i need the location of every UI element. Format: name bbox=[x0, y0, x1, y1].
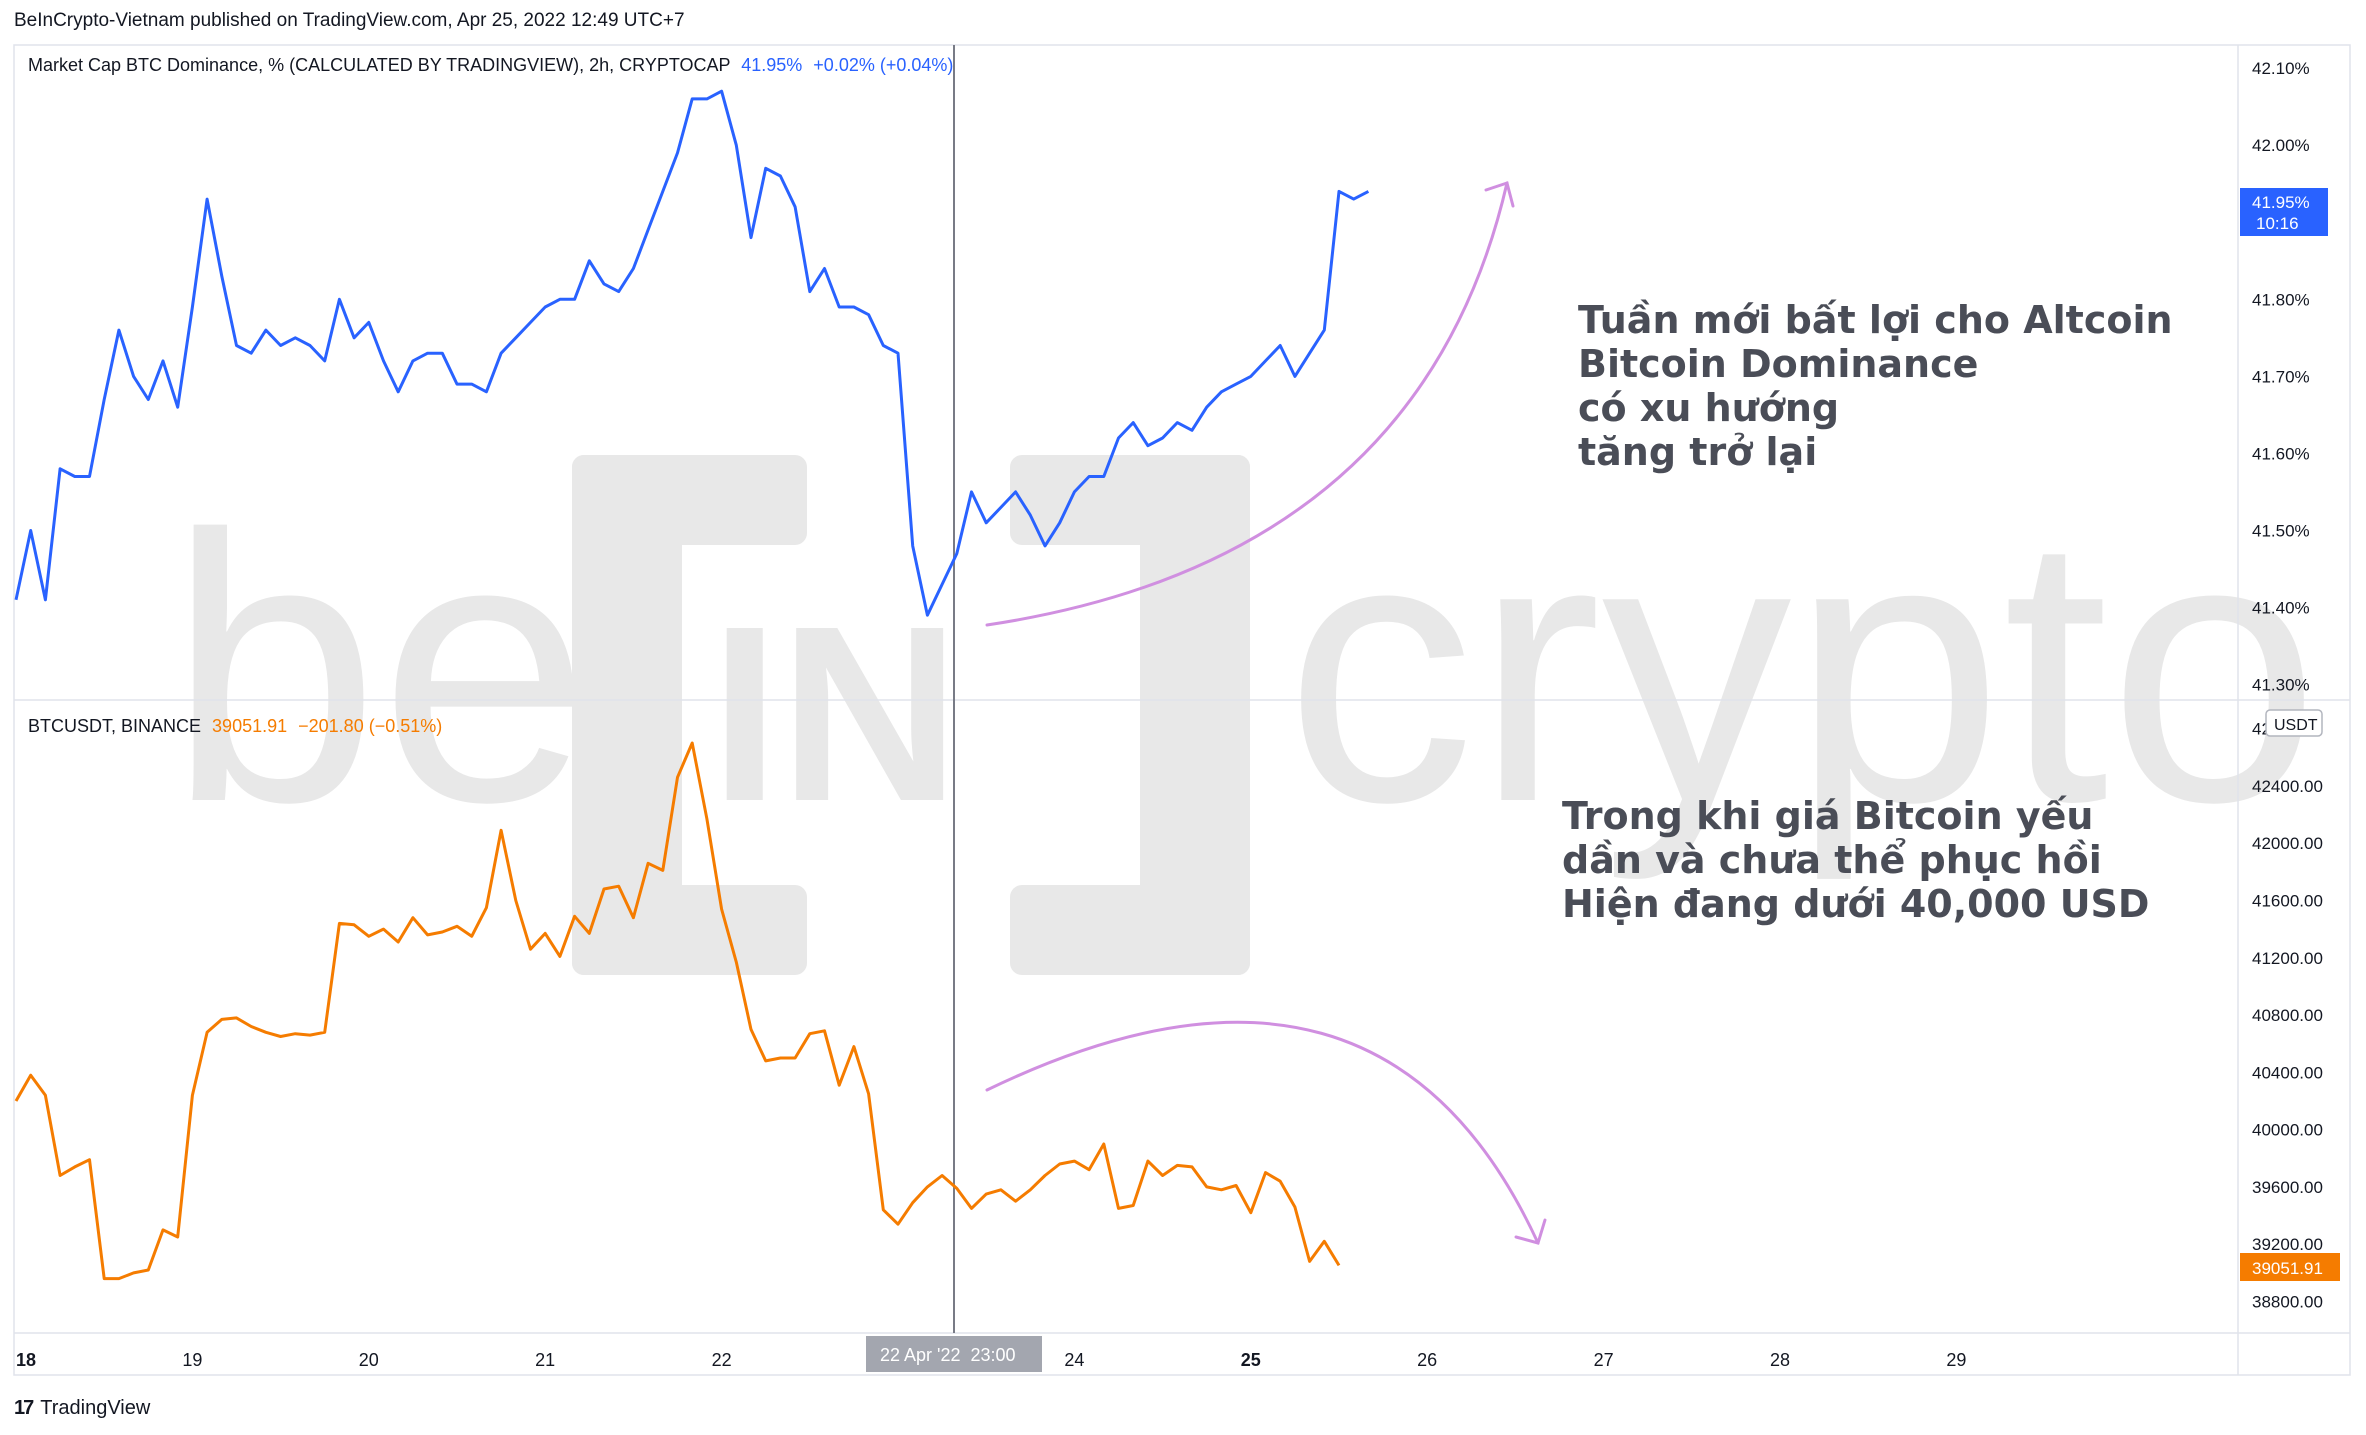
tradingview-mark-icon: 17 bbox=[14, 1397, 34, 1419]
watermark-text-in: IN bbox=[710, 574, 960, 853]
y-tick-label: 39600.00 bbox=[2252, 1178, 2323, 1197]
dominance-legend[interactable]: Market Cap BTC Dominance, % (CALCULATED … bbox=[28, 55, 953, 76]
x-tick-label: 29 bbox=[1946, 1350, 1966, 1370]
chart-frame bbox=[13, 44, 2351, 1376]
watermark-bracket-left-side bbox=[572, 455, 682, 975]
publisher-line: BeInCrypto-Vietnam published on TradingV… bbox=[14, 10, 685, 31]
dominance-bar-countdown: 10:16 bbox=[2256, 214, 2299, 233]
watermark-bracket-right-bottom bbox=[1010, 885, 1250, 975]
beincrypto-watermark: be IN crypto bbox=[168, 455, 2320, 975]
uptrend-arrow bbox=[985, 181, 1509, 627]
y-tick-label: 42000.00 bbox=[2252, 834, 2323, 853]
annotation-line: Trong khi giá Bitcoin yếu bbox=[1562, 794, 2094, 838]
dominance-annotation: Tuần mới bất lợi cho Altcoin Bitcoin Dom… bbox=[1578, 298, 2173, 474]
y-tick-label: 40400.00 bbox=[2252, 1063, 2323, 1082]
downtrend-arrow bbox=[985, 1020, 1540, 1245]
watermark-text-be: be bbox=[168, 456, 591, 881]
watermark-text-crypto: crypto bbox=[1285, 456, 2320, 883]
crosshair-time-marker: 22 Apr '22 23:00 bbox=[866, 1336, 1042, 1372]
y-tick-label: 40000.00 bbox=[2252, 1121, 2323, 1140]
tradingview-brand: TradingView bbox=[40, 1397, 151, 1419]
x-tick-label: 22 bbox=[712, 1350, 732, 1370]
x-tick-label: 19 bbox=[182, 1350, 202, 1370]
x-tick-label: 26 bbox=[1417, 1350, 1437, 1370]
x-tick-label: 27 bbox=[1594, 1350, 1614, 1370]
x-tick-label: 18 bbox=[16, 1350, 36, 1370]
annotation-line: tăng trở lại bbox=[1578, 430, 1818, 474]
dominance-series bbox=[14, 89, 1370, 617]
y-tick-label: 41200.00 bbox=[2252, 949, 2323, 968]
annotation-line: Tuần mới bất lợi cho Altcoin bbox=[1578, 298, 2173, 342]
btc-last: 39051.91 bbox=[212, 716, 288, 736]
y-tick-label: 40800.00 bbox=[2252, 1006, 2323, 1025]
annotation-line: dần và chưa thể phục hồi bbox=[1562, 838, 2102, 882]
x-tick-label: 20 bbox=[359, 1350, 379, 1370]
btc-legend[interactable]: BTCUSDT, BINANCE 39051.91 −201.80 (−0.51… bbox=[28, 716, 442, 737]
y-tick-label: 39200.00 bbox=[2252, 1235, 2323, 1254]
annotation-line: có xu hướng bbox=[1578, 386, 1840, 430]
trend-arrows bbox=[985, 181, 1547, 1245]
watermark-bracket-left-bottom bbox=[572, 885, 807, 975]
annotation-line: Bitcoin Dominance bbox=[1578, 342, 1979, 386]
x-tick-label: 25 bbox=[1241, 1350, 1261, 1370]
watermark-bracket-right-side bbox=[1140, 455, 1250, 975]
btc-last-value: 39051.91 bbox=[2252, 1259, 2323, 1278]
y-tick-label: 38800.00 bbox=[2252, 1293, 2323, 1312]
x-tick-label: 24 bbox=[1064, 1350, 1084, 1370]
y-tick-label: 41.30% bbox=[2252, 676, 2310, 695]
annotation-line: Hiện đang dưới 40,000 USD bbox=[1562, 882, 2150, 926]
btc-last-value-marker: 39051.91 bbox=[2240, 1253, 2340, 1281]
dominance-last-value: 41.95% bbox=[2252, 193, 2310, 212]
y-tick-label: 41.60% bbox=[2252, 444, 2310, 463]
dominance-last: 41.95% bbox=[741, 55, 803, 75]
tradingview-logo[interactable]: 17 TradingView bbox=[14, 1397, 150, 1420]
btc-symbol: BTCUSDT, BINANCE bbox=[28, 716, 202, 736]
unit-badge: USDT bbox=[2265, 709, 2323, 737]
y-axis-dominance[interactable]: 42.10%42.00%41.90%41.80%41.70%41.60%41.5… bbox=[2252, 59, 2310, 695]
dominance-last-value-marker: 41.95% 10:16 bbox=[2240, 188, 2328, 236]
unit-label: USDT bbox=[2274, 717, 2318, 734]
btc-change: −201.80 (−0.51%) bbox=[298, 716, 443, 736]
dominance-line bbox=[14, 89, 1370, 617]
dominance-symbol: Market Cap BTC Dominance, % (CALCULATED … bbox=[28, 55, 731, 75]
crosshair-time-label: 22 Apr '22 23:00 bbox=[880, 1345, 1016, 1365]
y-tick-label: 41600.00 bbox=[2252, 892, 2323, 911]
y-tick-label: 42.00% bbox=[2252, 136, 2310, 155]
x-tick-label: 28 bbox=[1770, 1350, 1790, 1370]
x-tick-label: 21 bbox=[535, 1350, 555, 1370]
y-tick-label: 41.70% bbox=[2252, 367, 2310, 386]
y-tick-label: 42400.00 bbox=[2252, 777, 2323, 796]
btc-annotation: Trong khi giá Bitcoin yếu dần và chưa th… bbox=[1562, 794, 2149, 926]
y-tick-label: 41.50% bbox=[2252, 522, 2310, 541]
uptrend-arrow-head bbox=[1484, 181, 1515, 208]
btc-line bbox=[14, 741, 1341, 1281]
dominance-change: +0.02% (+0.04%) bbox=[813, 55, 954, 75]
btc-series bbox=[14, 741, 1341, 1281]
downtrend-arrow-head bbox=[1514, 1218, 1547, 1245]
y-tick-label: 41.40% bbox=[2252, 599, 2310, 618]
y-tick-label: 41.80% bbox=[2252, 290, 2310, 309]
y-tick-label: 42.10% bbox=[2252, 59, 2310, 78]
x-axis-time[interactable]: 181920212223242526272829 bbox=[16, 1350, 1966, 1370]
